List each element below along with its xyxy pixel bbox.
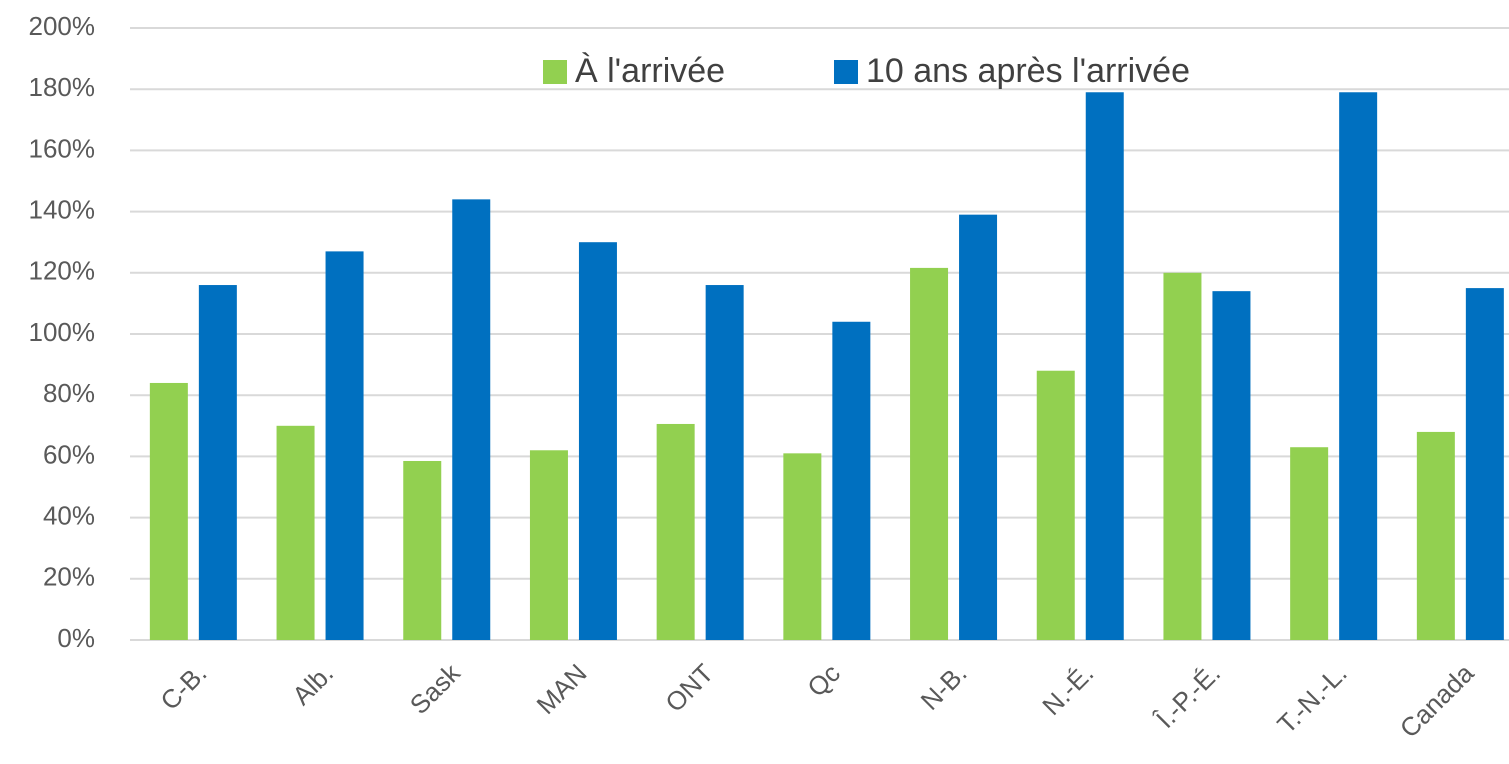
- bar: [832, 321, 871, 640]
- y-tick-label: 140%: [29, 194, 96, 224]
- x-tick-label: ONT: [659, 658, 719, 718]
- bar: [1085, 92, 1124, 640]
- x-tick-label: Canada: [1394, 658, 1480, 744]
- bar: [1163, 272, 1202, 640]
- bar: [1465, 288, 1504, 640]
- y-tick-label: 100%: [29, 317, 96, 347]
- y-tick-label: 20%: [43, 562, 95, 592]
- x-tick-label: C-B.: [154, 658, 212, 716]
- bar: [325, 251, 364, 640]
- x-tick-label: N.-É.: [1036, 658, 1099, 721]
- bar: [1212, 291, 1251, 640]
- x-tick-label: N-B.: [915, 658, 973, 716]
- x-tick-label: Alb.: [286, 658, 339, 711]
- bar: [1416, 431, 1455, 640]
- x-tick-label: T.-N.-L.: [1271, 658, 1352, 739]
- bar: [656, 423, 695, 640]
- bar: [276, 425, 315, 640]
- bar: [783, 453, 822, 640]
- legend-swatch: [834, 60, 858, 84]
- y-tick-label: 40%: [43, 500, 95, 530]
- legend-label: À l'arrivée: [575, 52, 725, 90]
- y-tick-label: 120%: [29, 256, 96, 286]
- bar: [705, 285, 744, 640]
- y-tick-label: 160%: [29, 133, 96, 163]
- bar: [529, 450, 568, 640]
- y-tick-label: 60%: [43, 439, 95, 469]
- y-tick-label: 180%: [29, 72, 96, 102]
- bar: [1036, 370, 1075, 640]
- bar: [198, 285, 237, 640]
- x-tick-label: Sask: [404, 657, 467, 720]
- y-tick-label: 0%: [57, 623, 95, 653]
- y-tick-label: 200%: [29, 11, 96, 41]
- bar: [578, 242, 617, 640]
- bar: [1339, 92, 1378, 640]
- x-tick-label: MAN: [530, 658, 592, 720]
- legend-swatch: [543, 60, 567, 84]
- bar: [910, 267, 949, 640]
- bar: [452, 199, 491, 641]
- bar: [1290, 447, 1329, 640]
- x-tick-label: Î.-P.-É.: [1149, 658, 1226, 735]
- bar: [959, 214, 998, 640]
- bar: [403, 460, 442, 640]
- legend-label: 10 ans après l'arrivée: [866, 52, 1190, 90]
- x-tick-label: Qc: [801, 658, 846, 703]
- y-tick-label: 80%: [43, 378, 95, 408]
- bar: [149, 382, 188, 640]
